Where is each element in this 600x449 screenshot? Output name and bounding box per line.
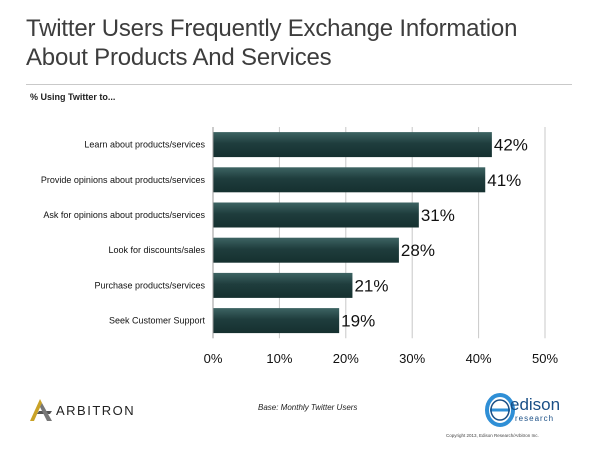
chart-title-line-1: Twitter Users Frequently Exchange Inform… [26,15,518,42]
category-label: Ask for opinions about products/services [43,210,205,220]
title-divider [26,84,572,85]
chart-title-line-2: About Products And Services [26,44,332,71]
data-label: 31% [421,206,455,225]
bar [213,308,340,334]
x-tick-label: 40% [466,351,492,366]
data-label: 28% [401,241,435,260]
edison-research-logo: edison research [484,390,564,432]
chart-title: Twitter Users Frequently Exchange Inform… [26,14,586,72]
x-tick-label: 10% [266,351,292,366]
base-note: Base: Monthly Twitter Users [258,403,358,412]
chart-subtitle: % Using Twitter to... [30,92,116,102]
edison-wordmark: edison [510,395,561,414]
bar [213,237,399,263]
arbitron-logo: ARBITRON [28,397,135,423]
copyright-text: Copyright 2013, Edison Research/Arbitron… [446,433,539,438]
arbitron-a-icon [30,399,52,421]
bar [213,202,419,228]
category-label: Seek Customer Support [109,316,206,326]
x-tick-label: 30% [399,351,425,366]
data-label: 42% [494,136,528,155]
data-label: 21% [354,276,388,295]
edison-e-icon [485,393,515,427]
category-label: Look for discounts/sales [108,245,205,255]
bar [213,167,486,193]
research-wordmark: research [515,414,555,423]
arbitron-wordmark: ARBITRON [56,402,136,418]
x-tick-label: 20% [333,351,359,366]
x-tick-label: 50% [532,351,558,366]
data-label: 19% [341,312,375,331]
bar [213,132,492,158]
data-label: 41% [487,171,521,190]
category-label: Provide opinions about products/services [41,175,206,185]
category-label: Purchase products/services [94,280,205,290]
x-tick-label: 0% [204,351,223,366]
category-label: Learn about products/services [84,140,205,150]
bar [213,272,353,298]
